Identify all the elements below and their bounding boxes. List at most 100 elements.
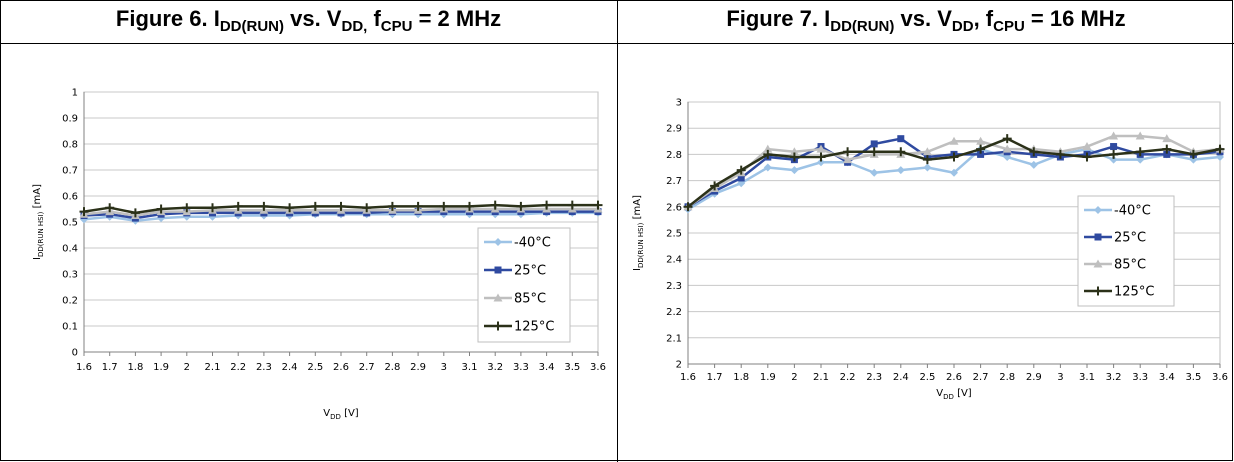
legend-marker (1095, 234, 1102, 241)
y-tick-label: 0.5 (62, 218, 78, 229)
legend-label: 125°C (514, 320, 554, 335)
y-axis-title-sub: DD(RUN HSI) (637, 222, 645, 268)
x-tick-label: 2.9 (1026, 372, 1042, 383)
y-axis-title-unit: [mA] (32, 184, 43, 212)
legend-label: 125°C (1114, 285, 1154, 300)
x-tick-label: 2.1 (813, 372, 829, 383)
y-tick-label: 3 (676, 98, 682, 109)
x-tick-label: 2 (184, 362, 190, 373)
x-tick-label: 2.5 (307, 362, 323, 373)
x-tick-label: 3.5 (1185, 372, 1201, 383)
figure-6-title: Figure 6. IDD(RUN) vs. VDD, fCPU = 2 MHz (0, 6, 617, 42)
y-tick-label: 2 (676, 360, 682, 371)
figure-7-f-sub: CPU (993, 18, 1025, 35)
x-axis-title-unit: [V] (341, 408, 359, 419)
x-tick-label: 2.8 (999, 372, 1015, 383)
figure-7-v-sub: DD (952, 18, 974, 35)
chart-figure-7: 2 2.1 2.2 2.3 2.4 2.5 2.6 2.7 2.8 2.9 3 1.6 1.7 1.8 1.… (618, 44, 1233, 461)
x-tick-label: 2.6 (946, 372, 962, 383)
y-tick-label: 2.3 (666, 281, 682, 292)
x-tick-label: 3.1 (1079, 372, 1095, 383)
legend-label: -40°C (514, 236, 551, 251)
data-point (790, 166, 798, 174)
figure-7-number: Figure 7. (726, 6, 824, 31)
x-axis-title-sub: DD (943, 393, 954, 401)
x-tick-label: 2.4 (282, 362, 298, 373)
data-point (871, 140, 878, 147)
x-axis-title: VDD [V] (323, 408, 359, 421)
y-tick-label: 0.2 (62, 296, 78, 307)
data-point (923, 164, 931, 172)
y-tick-label: 2.5 (666, 229, 682, 240)
y-axis-title-sub: DD(RUN HSI) (37, 211, 45, 257)
y-axis-title: IDD(RUN HSI) [mA] (632, 195, 645, 271)
data-point (1110, 143, 1117, 150)
y-tick-label: 0 (72, 348, 78, 359)
x-tick-label: 3.6 (1212, 372, 1228, 383)
figure-7-vs: vs. (894, 6, 937, 31)
y-tick-label: 2.9 (666, 124, 682, 135)
figure-6-tail: = 2 MHz (412, 6, 501, 31)
x-tick-label: 3.5 (564, 362, 580, 373)
legend-label: 25°C (1114, 231, 1146, 246)
x-tick-label: 1.6 (76, 362, 92, 373)
x-tick-label: 2.6 (333, 362, 349, 373)
figure-6-f: f (367, 6, 380, 31)
legend-label: 85°C (1114, 258, 1146, 273)
figure-7-i-sub: DD(RUN) (830, 18, 894, 35)
x-tick-label: 1.9 (153, 362, 169, 373)
figure-7-tail: = 16 MHz (1025, 6, 1126, 31)
figure-6-f-sub: CPU (381, 18, 413, 35)
y-tick-label: 2.1 (666, 333, 682, 344)
figure-7-f: , f (974, 6, 994, 31)
figure-7-title: Figure 7. IDD(RUN) vs. VDD, fCPU = 16 MH… (618, 6, 1234, 42)
y-tick-label: 0.6 (62, 192, 78, 203)
y-tick-label: 2.8 (666, 150, 682, 161)
x-tick-label: 3.3 (1132, 372, 1148, 383)
figure-7-v: V (937, 6, 952, 31)
x-tick-label: 2.9 (410, 362, 426, 373)
x-tick-label: 3.4 (1159, 372, 1175, 383)
y-tick-label: 2.4 (666, 255, 682, 266)
x-tick-label: 3.2 (487, 362, 503, 373)
x-tick-label: 2.2 (840, 372, 856, 383)
x-axis-title-unit: [V] (954, 388, 972, 399)
y-tick-label: 0.8 (62, 140, 78, 151)
x-tick-label: 3.4 (539, 362, 555, 373)
data-point (870, 169, 878, 177)
y-tick-label: 0.4 (62, 244, 78, 255)
y-tick-label: 0.9 (62, 114, 78, 125)
x-tick-label: 3.6 (590, 362, 606, 373)
x-tick-label: 1.7 (102, 362, 118, 373)
legend: -40°C 25°C 85°C 125°C (478, 228, 570, 342)
legend-marker (495, 267, 502, 274)
x-tick-label: 2.2 (230, 362, 246, 373)
y-tick-label: 0.3 (62, 270, 78, 281)
figure-6-v: V (327, 6, 342, 31)
x-tick-label: 1.8 (733, 372, 749, 383)
figure-6-number: Figure 6. (116, 6, 214, 31)
x-tick-label: 3 (1057, 372, 1063, 383)
figure-6-i-sub: DD(RUN) (220, 18, 284, 35)
x-tick-label: 1.7 (707, 372, 723, 383)
figure-6-v-sub: DD, (341, 18, 367, 35)
x-tick-label: 1.9 (760, 372, 776, 383)
y-tick-label: 2.6 (666, 202, 682, 213)
x-tick-label: 1.8 (127, 362, 143, 373)
x-tick-label: 3 (441, 362, 447, 373)
y-axis-title-unit: [mA] (632, 195, 643, 223)
x-tick-label: 3.1 (462, 362, 478, 373)
chart-figure-6: 0 0.1 0.2 0.3 0.4 0.5 0.6 0.7 0.8 0.9 1 1.6 1.7 1.8 1.… (0, 44, 617, 461)
data-point (1030, 161, 1038, 169)
y-tick-label: 0.1 (62, 322, 78, 333)
y-axis-title: IDD(RUN HSI) [mA] (32, 184, 45, 260)
data-point (897, 166, 905, 174)
x-tick-label: 1.6 (680, 372, 696, 383)
x-axis-title-sub: DD (330, 413, 341, 421)
y-tick-label: 1 (72, 88, 78, 99)
y-tick-label: 0.7 (62, 166, 78, 177)
x-tick-label: 2.3 (866, 372, 882, 383)
y-tick-label: 2.7 (666, 176, 682, 187)
x-tick-label: 3.3 (513, 362, 529, 373)
legend: -40°C 25°C 85°C 125°C (1078, 196, 1174, 306)
